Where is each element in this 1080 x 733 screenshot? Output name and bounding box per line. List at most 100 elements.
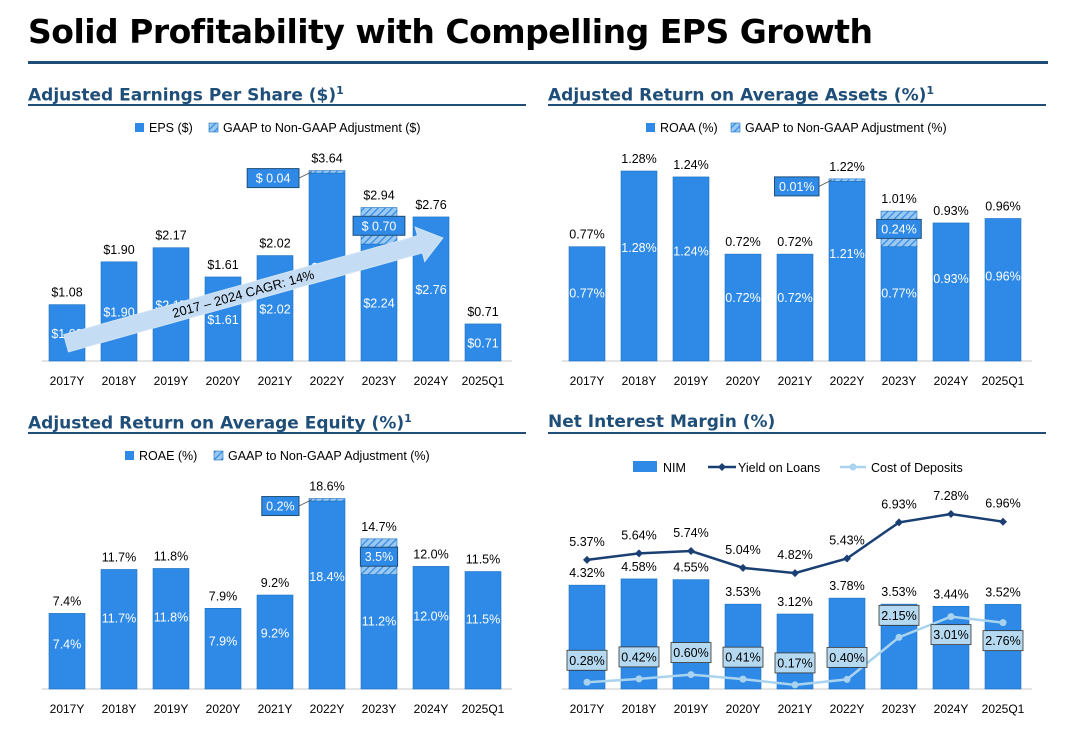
roaa-category-label: 2023Y [882, 374, 917, 388]
roae-bar [204, 608, 242, 690]
nim-category-label: 2020Y [726, 702, 761, 716]
roae-bar [308, 500, 346, 690]
roaa-total-label: 1.22% [829, 160, 864, 174]
nim-category-label: 2022Y [830, 702, 865, 716]
roaa-category-label: 2020Y [726, 374, 761, 388]
roaa-category-label: 2022Y [830, 374, 865, 388]
nim-cost-point [999, 619, 1007, 627]
eps-adjustment-segment [308, 170, 346, 174]
roae-bar-value-label: 18.4% [309, 570, 344, 584]
nim-chart: NIM Yield on Loans Cost of Deposits 4.32% 20… [562, 461, 1032, 716]
eps-total-label: $0.71 [467, 305, 498, 319]
roae-bar [412, 566, 450, 690]
roae-title-text: Adjusted Return on Average Equity (%) [28, 413, 405, 434]
eps-category-label: 2023Y [362, 374, 397, 388]
roae-legend-swatch-main [125, 451, 134, 460]
roaa-bar-value-label: 0.96% [985, 270, 1020, 284]
nim-cost-callout-box [722, 646, 764, 668]
nim-bar [620, 578, 658, 690]
eps-legend-swatch-adjustment [208, 122, 219, 133]
roae-bar-value-label: 7.9% [209, 635, 238, 649]
roaa-legend-swatch-adjustment [730, 122, 741, 133]
title-divider [28, 61, 1048, 64]
roaa-chart: ROAA (%) GAAP to Non-GAAP Adjustment (%) 0… [562, 121, 1032, 388]
nim-cost-callout-box [826, 646, 868, 668]
roae-bar [256, 594, 294, 690]
nim-cost-callout-label: 2.76% [985, 634, 1020, 648]
eps-panel-title: Adjusted Earnings Per Share ($)1 [28, 84, 344, 106]
eps-category-label: 2025Q1 [462, 374, 505, 388]
roaa-bar [620, 170, 658, 362]
roae-bar-value-label: 7.4% [53, 638, 82, 652]
eps-total-label: $1.90 [103, 243, 134, 257]
nim-category-label: 2025Q1 [982, 702, 1025, 716]
roaa-total-label: 0.77% [569, 228, 604, 242]
roaa-total-label: 0.72% [725, 235, 760, 249]
roae-category-label: 2025Q1 [462, 702, 505, 716]
roaa-total-label: 0.93% [933, 204, 968, 218]
roae-bar [360, 574, 398, 690]
roaa-adjustment-leader [818, 179, 833, 187]
roae-bar-value-label: 9.2% [261, 627, 290, 641]
roae-bar [48, 613, 86, 690]
roae-title-footnote: 1 [404, 412, 412, 425]
eps-total-label: $3.64 [311, 152, 342, 166]
eps-total-label: $1.61 [207, 258, 238, 272]
eps-bar-value-label: $1.90 [103, 305, 134, 319]
nim-cost-callout-box [566, 649, 608, 671]
nim-yield-point [999, 517, 1007, 526]
nim-bar-value-label: 3.12% [777, 595, 812, 609]
nim-cost-callout-label: 2.15% [881, 609, 916, 623]
roae-category-label: 2020Y [206, 702, 241, 716]
roaa-adjustment-segment [828, 178, 866, 182]
nim-cost-callout-box [982, 630, 1024, 652]
nim-cost-point [843, 675, 851, 683]
nim-cost-callout-box [670, 642, 712, 663]
nim-cost-callout-box [930, 624, 972, 646]
nim-yield-point [895, 518, 903, 527]
nim-cost-callout-label: 0.42% [621, 650, 656, 664]
nim-yield-point [583, 555, 591, 564]
roae-total-label: 12.0% [413, 547, 448, 561]
roaa-bar [880, 246, 918, 362]
eps-total-label: $2.76 [415, 198, 446, 212]
nim-cost-callout-box [774, 652, 816, 674]
nim-bar-value-label: 3.53% [725, 585, 760, 599]
roae-total-label: 18.6% [309, 480, 344, 494]
roaa-total-label: 0.72% [777, 235, 812, 249]
roae-category-label: 2019Y [154, 702, 189, 716]
roaa-category-label: 2019Y [674, 374, 709, 388]
roaa-total-label: 1.01% [881, 192, 916, 206]
roae-panel-rule [28, 432, 526, 434]
roaa-legend-label-main: ROAA (%) [660, 121, 718, 135]
nim-yield-point [739, 563, 747, 572]
nim-legend-marker-yield [718, 463, 726, 471]
eps-adjustment-callout-box [352, 215, 406, 236]
roaa-adjustment-callout-box [774, 176, 820, 197]
roae-bar-value-label: 11.5% [466, 613, 501, 627]
roae-category-label: 2023Y [362, 702, 397, 716]
nim-yield-value-label: 5.74% [673, 526, 708, 540]
eps-total-label: $2.02 [259, 237, 290, 251]
roaa-bar [568, 246, 606, 362]
eps-cagr-arrow-shape [63, 226, 444, 353]
nim-cost-callout-label: 0.40% [829, 651, 864, 665]
nim-category-label: 2023Y [882, 702, 917, 716]
nim-yield-point [947, 510, 955, 518]
roaa-bar-value-label: 0.72% [725, 291, 760, 305]
eps-title-footnote: 1 [336, 84, 344, 97]
roae-chart: ROAE (%) GAAP to Non-GAAP Adjustment (%) 7… [42, 449, 512, 716]
roaa-panel-rule [548, 104, 1046, 106]
roaa-total-label: 1.24% [673, 158, 708, 172]
roae-legend-label-main: ROAE (%) [139, 449, 197, 463]
roae-bar-value-label: 11.7% [102, 611, 137, 625]
roaa-total-label: 1.28% [621, 152, 656, 166]
roaa-bar [724, 253, 762, 362]
eps-category-label: 2019Y [154, 374, 189, 388]
nim-yield-value-label: 5.64% [621, 528, 656, 542]
nim-yield-value-label: 5.43% [829, 533, 864, 547]
roae-total-label: 14.7% [361, 520, 396, 534]
nim-cost-callout-box [618, 646, 660, 668]
roae-bar [464, 571, 502, 690]
roaa-category-label: 2018Y [622, 374, 657, 388]
